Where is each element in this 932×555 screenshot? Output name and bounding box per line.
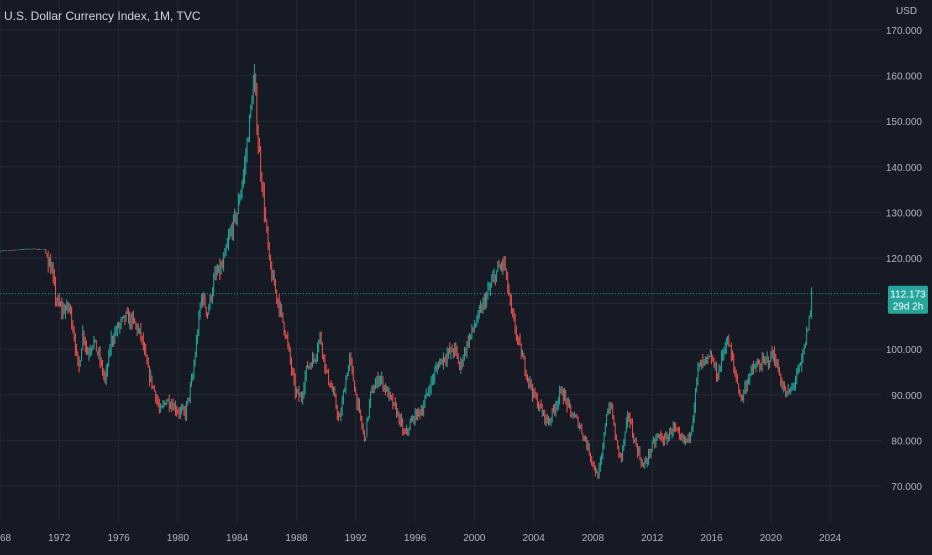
price-axis[interactable]: 70.00080.00090.000100.000110.000120.0001… <box>886 26 923 493</box>
last-price-tag-background <box>888 285 928 314</box>
x-tick-label: 1992 <box>345 533 368 544</box>
x-tick-label: 2000 <box>463 533 486 544</box>
bar-countdown: 29d 2h <box>893 302 924 313</box>
x-tick-label: 2024 <box>819 533 842 544</box>
x-tick-label: 1984 <box>226 533 249 544</box>
x-tick-label: 1988 <box>285 533 308 544</box>
y-tick-label: 70.000 <box>891 482 922 493</box>
y-tick-label: 150.000 <box>886 117 923 128</box>
y-tick-label: 160.000 <box>886 72 923 83</box>
x-tick-label: 1972 <box>48 533 71 544</box>
last-price-tag: 112.173 29d 2h <box>888 285 928 314</box>
symbol-title[interactable]: U.S. Dollar Currency Index, 1M, TVC <box>4 9 201 23</box>
y-tick-label: 140.000 <box>886 163 923 174</box>
x-tick-label: 2012 <box>641 533 664 544</box>
last-price-value: 112.173 <box>890 290 926 301</box>
grid-lines <box>0 0 882 522</box>
y-tick-label: 170.000 <box>886 26 923 37</box>
x-tick-label: 1976 <box>107 533 130 544</box>
y-tick-label: 100.000 <box>886 345 923 356</box>
x-tick-label: 1996 <box>404 533 427 544</box>
x-tick-label: 2004 <box>523 533 546 544</box>
currency-label: USD <box>896 6 918 17</box>
y-tick-label: 120.000 <box>886 254 923 265</box>
x-tick-label: 2008 <box>582 533 605 544</box>
candlestick-series <box>0 63 813 480</box>
time-axis[interactable]: 1968 1972 1976 1980 1984 1988 1992 1996 2000 2004… <box>0 533 842 544</box>
x-tick-label: 1968 <box>0 533 12 544</box>
y-tick-label: 130.000 <box>886 208 923 219</box>
y-tick-label: 80.000 <box>891 436 922 447</box>
x-tick-label: 1980 <box>167 533 190 544</box>
x-tick-label: 2020 <box>760 533 783 544</box>
y-tick-label: 90.000 <box>891 391 922 402</box>
x-tick-label: 2016 <box>700 533 723 544</box>
